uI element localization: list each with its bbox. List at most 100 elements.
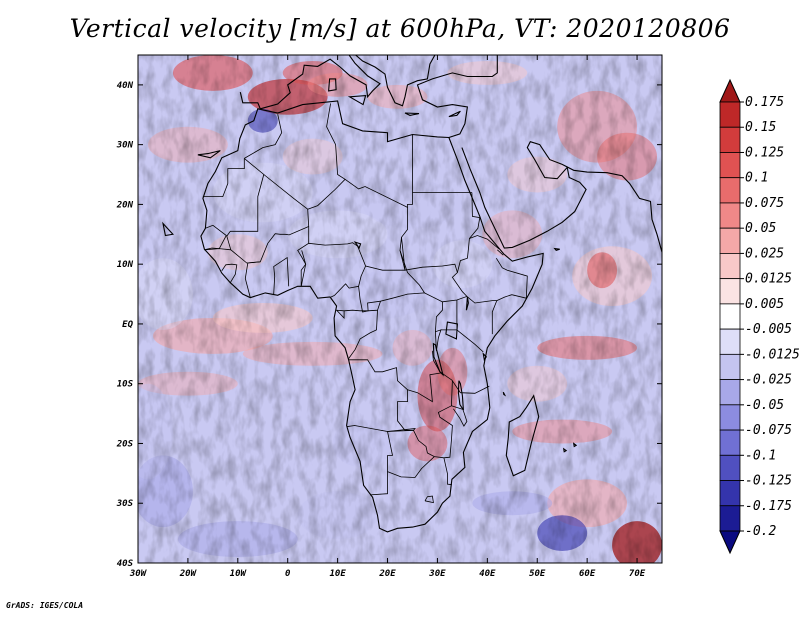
island-coastline: [448, 110, 461, 118]
colorbar-box: [719, 379, 741, 406]
colorbar-box: [719, 328, 741, 355]
colorbar-max-triangle: [719, 78, 741, 103]
coastlines: [162, 55, 662, 533]
lon-tick-label: 10W: [230, 569, 248, 579]
lat-tick-label: EQ: [122, 320, 133, 330]
colorbar-label: 0.0125: [745, 272, 792, 287]
colorbar-label: -0.0125: [745, 347, 800, 362]
country-border: [244, 114, 283, 159]
levant-turkey-coastline: [416, 55, 498, 139]
colorbar-box: [719, 429, 741, 456]
country-border: [387, 456, 435, 478]
country-border: [424, 495, 434, 504]
grads-credit: GrADS: IGES/COLA: [6, 601, 84, 610]
colorbar-label: 0.005: [745, 297, 784, 312]
colorbar-box: [719, 278, 741, 305]
colorbar-box: [719, 227, 741, 254]
africa-coastline: [200, 100, 544, 533]
country-border: [434, 301, 443, 351]
colorbar-box: [719, 454, 741, 481]
country-border: [348, 310, 378, 359]
colorbar-label: -0.2: [745, 524, 776, 539]
lon-tick-label: 50E: [529, 569, 546, 579]
map-frame: [137, 54, 663, 564]
colorbar-box: [719, 480, 741, 507]
lon-tick-label: 30E: [428, 569, 446, 579]
island-coastline: [553, 247, 560, 252]
lat-tick-label: 20N: [116, 200, 134, 210]
colorbar-box: [719, 152, 741, 179]
country-border: [202, 158, 245, 197]
colorbar-label: -0.025: [745, 373, 792, 388]
country-border: [358, 265, 498, 335]
island-coastline: [327, 78, 337, 92]
colorbar-label: 0.05: [745, 221, 776, 236]
country-border: [330, 283, 359, 298]
country-border: [370, 455, 388, 496]
island-coastline: [482, 352, 488, 362]
colorbar-label: -0.1: [745, 448, 776, 463]
axis-ticks: 30W 20W 10W 0 10E 20E 30E 40E 50E 60E 70E 40S 30S 20S…: [116, 55, 662, 579]
colorbar-label: 0.15: [745, 120, 776, 135]
island-coastline: [572, 442, 578, 448]
lat-tick-label: 40N: [117, 81, 134, 91]
lat-tick-label: 10S: [117, 380, 134, 390]
country-border: [307, 103, 346, 210]
colorbar-label: 0.175: [745, 95, 784, 110]
lon-tick-label: 20W: [179, 569, 198, 579]
country-border: [346, 359, 416, 432]
island-coastline: [347, 94, 367, 106]
island-coastline: [502, 391, 507, 397]
lake-outline: [465, 296, 469, 311]
arabia-coastline: [461, 141, 662, 253]
island-coastline: [404, 112, 420, 116]
country-borders: [202, 103, 528, 504]
lat-tick-label: 10N: [117, 260, 134, 270]
lon-tick-label: 60E: [579, 569, 596, 579]
lon-tick-label: 10E: [329, 569, 346, 579]
lat-tick-label: 30S: [116, 499, 134, 509]
balkan-coastline: [355, 55, 436, 107]
madagascar-coastline: [505, 394, 540, 477]
colorbar-box: [719, 353, 741, 380]
country-border: [497, 249, 504, 256]
lat-tick-label: 40S: [117, 559, 134, 569]
colorbar-label: 0.125: [745, 145, 784, 160]
country-border: [401, 237, 468, 297]
lake-outline: [432, 342, 444, 377]
country-border: [204, 174, 310, 264]
country-border: [469, 235, 500, 250]
country-border: [300, 250, 307, 287]
colorbar-box: [719, 126, 741, 153]
island-coastline: [562, 447, 568, 453]
colorbar-box: [719, 505, 741, 532]
lon-tick-label: 20E: [378, 569, 396, 579]
country-border: [335, 301, 381, 319]
country-border: [495, 257, 528, 301]
plot-title: Vertical velocity [m/s] at 600hPa, VT: 2…: [69, 14, 731, 43]
colorbar-label: -0.125: [745, 474, 792, 489]
colorbar-box: [719, 253, 741, 280]
country-border: [407, 372, 442, 403]
country-border: [443, 457, 452, 486]
country-border: [344, 134, 413, 209]
country-border: [451, 405, 468, 427]
country-border: [439, 371, 490, 394]
lon-tick-label: 40E: [479, 569, 496, 579]
country-border: [273, 256, 290, 295]
lat-tick-label: 20S: [116, 439, 134, 449]
lat-tick-label: 30N: [116, 141, 134, 151]
colorbar-box: [719, 404, 741, 431]
country-border: [244, 261, 261, 298]
turbulence-texture: [138, 55, 662, 563]
europe-coastline: [239, 55, 381, 110]
colorbar-label: -0.005: [745, 322, 792, 337]
country-border: [387, 429, 414, 456]
country-border: [413, 380, 453, 459]
lake-outline: [353, 241, 362, 250]
colorbar-label: -0.175: [745, 499, 792, 514]
colorbar-box: [719, 101, 741, 128]
country-border: [204, 224, 227, 251]
